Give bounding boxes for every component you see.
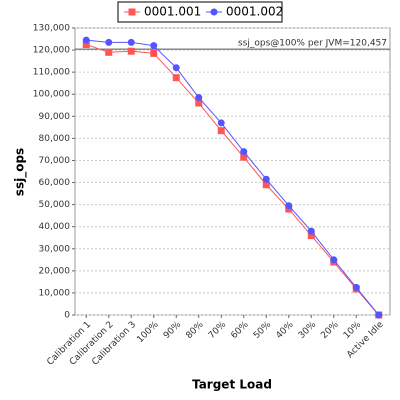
marker — [172, 64, 180, 72]
marker — [105, 48, 113, 56]
legend-box — [117, 1, 283, 23]
marker — [330, 256, 338, 264]
series-line — [86, 39, 380, 316]
y-tick-label: 110,000 — [33, 68, 70, 78]
marker — [240, 153, 248, 161]
y-tick-label: 20,000 — [39, 266, 71, 276]
marker — [105, 38, 113, 46]
marker — [195, 94, 203, 102]
y-tick-label: 50,000 — [39, 200, 71, 210]
marker — [240, 148, 248, 156]
y-tick-label: 120,000 — [33, 46, 70, 56]
reference-label: ssj_ops@100% per JVM=120,457 — [238, 39, 387, 49]
y-tick-label: 80,000 — [39, 134, 71, 144]
y-tick-label: 130,000 — [33, 24, 70, 34]
marker — [127, 47, 135, 55]
plot-area — [74, 27, 391, 316]
marker — [352, 283, 360, 291]
marker — [217, 119, 225, 127]
marker — [82, 41, 90, 49]
marker — [307, 232, 315, 240]
y-tick-label: 40,000 — [39, 222, 71, 232]
marker — [217, 127, 225, 135]
marker — [307, 227, 315, 235]
marker — [150, 49, 158, 57]
legend-text: 0001.002 — [226, 5, 283, 19]
legend-text: 0001.001 — [144, 5, 201, 19]
marker — [172, 74, 180, 82]
x-axis-title: Target Load — [192, 378, 272, 392]
y-tick-label: 10,000 — [39, 288, 71, 298]
marker — [127, 38, 135, 46]
marker — [375, 311, 383, 319]
y-tick-label: 60,000 — [39, 178, 71, 188]
y-tick-label: 30,000 — [39, 244, 71, 254]
marker — [262, 181, 270, 189]
marker — [285, 202, 293, 210]
y-tick-label: 100,000 — [33, 90, 70, 100]
series-line — [86, 44, 380, 316]
marker — [150, 42, 158, 50]
marker — [128, 8, 136, 16]
marker — [195, 99, 203, 107]
marker — [82, 36, 90, 44]
y-tick-label: 70,000 — [39, 156, 71, 166]
marker — [262, 175, 270, 183]
y-axis-title: ssj_ops — [13, 148, 28, 196]
marker — [210, 8, 218, 16]
y-tick-label: 90,000 — [39, 112, 71, 122]
y-tick-label: 0 — [64, 311, 70, 321]
